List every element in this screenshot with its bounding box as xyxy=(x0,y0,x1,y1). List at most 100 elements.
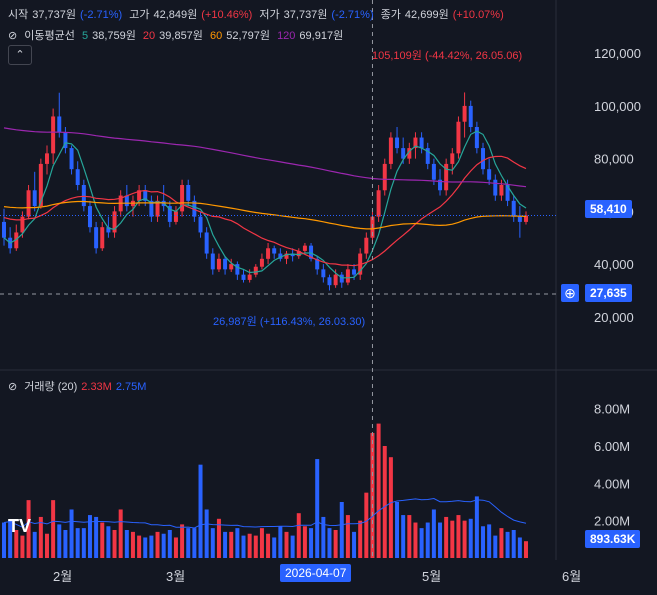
volume-bar xyxy=(44,533,49,558)
volume-bar xyxy=(487,524,492,558)
candle-body xyxy=(241,274,246,280)
candle-body xyxy=(419,137,424,149)
ma60-line xyxy=(3,200,527,230)
volume-bar xyxy=(2,522,6,558)
last-price-tag: 58,410 xyxy=(585,200,632,218)
close-value: 42,699원 xyxy=(404,9,449,21)
volume-bar xyxy=(130,531,135,558)
low-value: 37,737원 xyxy=(283,9,328,21)
candle-body xyxy=(14,232,19,249)
candle-body xyxy=(198,216,203,233)
volume-bar xyxy=(425,522,430,558)
volume-bar xyxy=(216,518,221,558)
volume-bar xyxy=(413,522,418,558)
ma20-period: 20 xyxy=(142,30,156,42)
volume-bar xyxy=(235,528,240,558)
volume-bar xyxy=(382,446,387,558)
volume-bar xyxy=(229,531,234,558)
price-tick-label: 40,000 xyxy=(594,257,634,272)
candle-body xyxy=(100,227,105,249)
volume-bar xyxy=(481,526,486,558)
candle-body xyxy=(345,269,350,283)
volume-bar xyxy=(450,520,455,558)
candle-body xyxy=(352,269,357,275)
candle-body xyxy=(32,190,37,207)
eye-icon[interactable]: ⊘ xyxy=(8,30,18,42)
ma60-value: 52,797원 xyxy=(226,30,270,42)
candle-body xyxy=(401,148,406,159)
candle-body xyxy=(517,216,522,222)
eye-off-icon[interactable]: ⊘ xyxy=(8,381,18,393)
candle-body xyxy=(20,216,25,233)
candle-body xyxy=(278,253,283,259)
volume-bar xyxy=(315,459,320,558)
candle-body xyxy=(272,248,277,254)
open-value: 37,737원 xyxy=(32,9,77,21)
x-label-jun: 6월 xyxy=(562,569,582,584)
volume-bar xyxy=(266,533,271,558)
volume-bar xyxy=(32,531,37,558)
volume-bar xyxy=(284,531,289,558)
candle-body xyxy=(259,258,264,267)
candle-body xyxy=(524,215,528,222)
volume-bar xyxy=(155,531,160,558)
volume-bar xyxy=(395,502,400,558)
volume-bar xyxy=(186,528,191,558)
volume-bar xyxy=(192,528,197,558)
volume-tick-label: 6.00M xyxy=(594,439,630,454)
volume-bar xyxy=(26,500,31,558)
volume-bar xyxy=(333,530,338,558)
candle-body xyxy=(407,148,412,159)
high-annotation: 105,109원 (-44.42%, 26.05.06) xyxy=(372,50,523,62)
volume-bar xyxy=(456,515,461,558)
candle-body xyxy=(382,163,387,191)
candle-body xyxy=(26,190,31,217)
ma120-value: 69,917원 xyxy=(299,30,344,42)
candle-body xyxy=(388,137,393,164)
candle-body xyxy=(87,206,92,228)
candle-body xyxy=(63,132,68,149)
volume-bar xyxy=(81,528,86,558)
volume-bar xyxy=(210,528,215,558)
close-change: (+10.07%) xyxy=(452,9,504,21)
candle-body xyxy=(180,185,185,212)
volume-bar xyxy=(431,509,436,558)
candle-body xyxy=(155,200,160,217)
ma-header: ⊘ 이동평균선 5 38,759원 20 39,857원 60 52,797원 120… xyxy=(8,27,347,43)
ma60-period: 60 xyxy=(209,30,223,42)
volume-bar xyxy=(339,502,344,558)
ma5-line xyxy=(3,130,527,279)
volume-tick-label: 2.00M xyxy=(594,514,630,529)
collapse-button[interactable]: ⌃ xyxy=(8,45,32,65)
ma-title: 이동평균선 xyxy=(24,30,75,42)
volume-bar xyxy=(364,492,369,558)
volume-bar xyxy=(290,535,295,558)
volume-bar xyxy=(517,537,522,558)
high-value: 42,849원 xyxy=(153,9,198,21)
candle-body xyxy=(511,200,516,217)
candle-body xyxy=(450,153,455,164)
tradingview-logo-icon: TV xyxy=(8,516,32,536)
candle-body xyxy=(173,211,178,222)
volume-bar xyxy=(370,432,375,558)
ma20-value: 39,857원 xyxy=(159,30,203,42)
candle-body xyxy=(302,245,307,251)
low-annotation: 26,987원 (+116.43%, 26.03.30) xyxy=(213,316,366,328)
candle-body xyxy=(137,190,142,201)
volume-bar xyxy=(8,520,13,558)
volume-bar xyxy=(468,518,473,558)
candle-body xyxy=(395,137,400,149)
candle-body xyxy=(81,185,86,207)
volume-bar xyxy=(419,528,424,558)
candle-body xyxy=(431,163,436,180)
volume-bar xyxy=(358,520,363,558)
candle-body xyxy=(192,200,197,217)
add-alert-icon[interactable]: ⊕ xyxy=(561,284,579,302)
volume-tick-label: 4.00M xyxy=(594,476,630,491)
volume-bar xyxy=(345,515,350,558)
candle-body xyxy=(284,253,289,259)
volume-bar xyxy=(296,513,301,558)
volume-bar xyxy=(302,526,307,558)
